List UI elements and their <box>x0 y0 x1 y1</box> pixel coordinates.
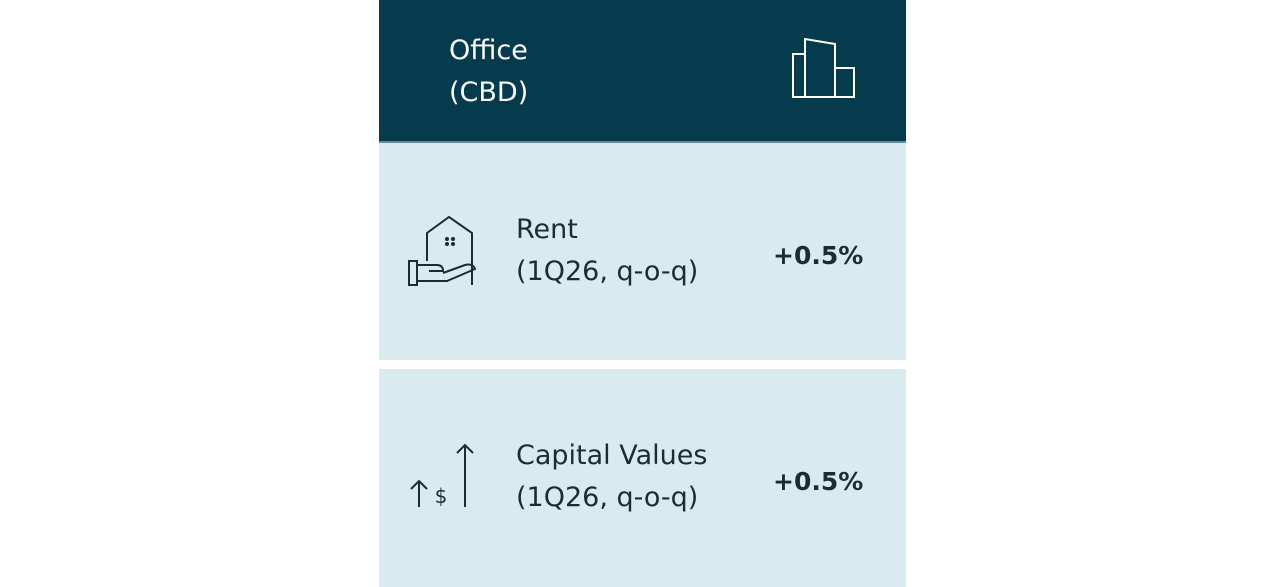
row-label: Capital Values (1Q26, q-o-q) <box>516 435 707 519</box>
value: +0.5% <box>773 241 864 270</box>
header: Office (CBD) <box>379 0 906 143</box>
arrows-dollar-icon: $ <box>410 443 474 508</box>
label: Capital Values <box>516 440 708 471</box>
title-line: (CBD) <box>449 77 529 108</box>
row-label: Rent (1Q26, q-o-q) <box>516 209 698 293</box>
value: +0.5% <box>773 467 864 496</box>
title-line: Office <box>449 35 528 66</box>
house-hand-icon <box>408 215 477 286</box>
building-icon <box>792 37 855 98</box>
header-title: Office (CBD) <box>449 30 528 114</box>
period: (1Q26, q-o-q) <box>516 256 699 287</box>
svg-text:$: $ <box>435 484 448 508</box>
period: (1Q26, q-o-q) <box>516 482 699 513</box>
label: Rent <box>516 214 578 245</box>
capital-values-row: $ Capital Values (1Q26, q-o-q) +0.5% <box>379 369 906 587</box>
rent-row: Rent (1Q26, q-o-q) +0.5% <box>379 143 906 360</box>
